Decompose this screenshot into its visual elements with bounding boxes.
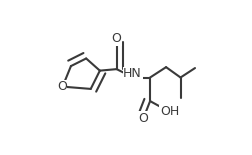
Text: HN: HN bbox=[123, 67, 141, 80]
Text: OH: OH bbox=[159, 105, 178, 118]
Text: O: O bbox=[138, 112, 148, 125]
Text: O: O bbox=[57, 80, 67, 93]
Text: O: O bbox=[111, 32, 121, 45]
